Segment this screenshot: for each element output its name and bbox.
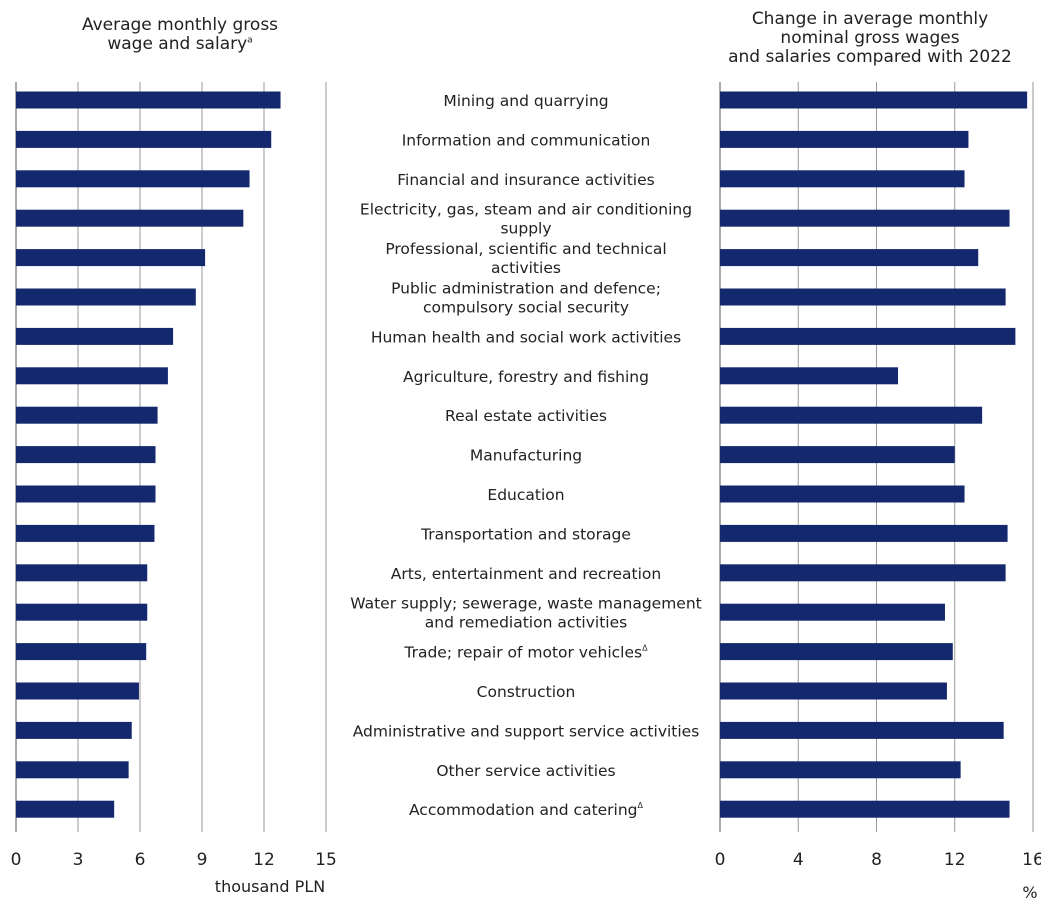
right-bar xyxy=(720,800,1010,818)
right-tick-label: 4 xyxy=(793,850,804,870)
left-title-line-2-text: wage and salary xyxy=(107,34,248,54)
category-label: Professional, scientific and technical xyxy=(385,240,666,258)
left-axis-label: thousand PLN xyxy=(215,877,325,896)
category-label: Electricity, gas, steam and air conditio… xyxy=(360,201,692,219)
left-tick-label: 6 xyxy=(135,850,146,870)
category-label: Accommodation and cateringΔ xyxy=(409,801,644,819)
category-label: Public administration and defence; xyxy=(391,280,661,298)
left-bar xyxy=(16,800,115,818)
category-labels: Mining and quarrying Information and comm… xyxy=(350,92,702,819)
left-title-superscript: a xyxy=(247,35,253,46)
category-label: activities xyxy=(491,259,561,277)
category-label: Financial and insurance activities xyxy=(397,171,654,189)
right-bar xyxy=(720,721,1004,739)
left-bar xyxy=(16,682,139,700)
category-label: Trade; repair of motor vehiclesΔ xyxy=(403,644,648,662)
left-title-line-1: Average monthly gross xyxy=(81,15,279,35)
right-bar xyxy=(720,603,945,621)
right-bar xyxy=(720,761,961,779)
right-tick-label: 0 xyxy=(715,850,726,870)
left-tick-labels: 0 3 6 9 12 15 xyxy=(11,850,337,870)
category-label: Administrative and support service activ… xyxy=(353,722,700,740)
left-bar xyxy=(16,406,158,424)
left-bar xyxy=(16,721,132,739)
category-label: Transportation and storage xyxy=(420,525,631,543)
right-bar xyxy=(720,406,983,424)
category-label: and remediation activities xyxy=(425,614,627,632)
left-chart-title: Average monthly gross wage and salarya xyxy=(20,16,340,54)
category-label: supply xyxy=(500,220,551,238)
right-bar xyxy=(720,249,979,267)
left-bar xyxy=(16,91,281,109)
right-tick-label: 8 xyxy=(871,850,882,870)
right-bar xyxy=(720,643,953,661)
left-bar xyxy=(16,249,206,267)
left-bar xyxy=(16,170,250,188)
right-axis-label: % xyxy=(1022,883,1037,901)
left-bar xyxy=(16,643,147,661)
right-bar xyxy=(720,682,947,700)
right-bar xyxy=(720,327,1016,345)
left-bar xyxy=(16,524,155,542)
right-tick-label: 16 xyxy=(1022,850,1041,870)
left-tick-label: 9 xyxy=(197,850,208,870)
left-bar xyxy=(16,761,129,779)
category-label: Construction xyxy=(477,683,576,701)
left-bar xyxy=(16,288,196,306)
right-title-line-2: nominal gross wages xyxy=(780,28,960,48)
left-bar xyxy=(16,367,168,385)
category-label: Education xyxy=(487,486,564,504)
left-bars xyxy=(16,91,281,818)
category-label: Real estate activities xyxy=(445,407,607,425)
left-tick-label: 0 xyxy=(11,850,22,870)
right-bar xyxy=(720,130,969,148)
left-tick-label: 15 xyxy=(315,850,337,870)
right-title-line-1: Change in average monthly xyxy=(751,9,989,29)
category-label: Agriculture, forestry and fishing xyxy=(403,368,649,386)
category-label: Mining and quarrying xyxy=(443,92,608,110)
left-bar xyxy=(16,209,244,227)
left-bar xyxy=(16,564,148,582)
right-bar xyxy=(720,288,1006,306)
left-tick-label: 3 xyxy=(73,850,84,870)
right-bar xyxy=(720,564,1006,582)
left-bar xyxy=(16,130,272,148)
category-label: compulsory social security xyxy=(423,299,629,317)
right-chart-title: Change in average monthly nominal gross … xyxy=(700,10,1040,67)
right-title-line-3: and salaries compared with 2022 xyxy=(728,47,1012,67)
left-bar xyxy=(16,327,174,345)
left-bar xyxy=(16,446,156,464)
left-tick-label: 12 xyxy=(253,850,275,870)
category-label: Arts, entertainment and recreation xyxy=(391,565,661,583)
right-bar xyxy=(720,91,1028,109)
right-bars xyxy=(720,91,1028,818)
category-label: Other service activities xyxy=(436,762,615,780)
right-bar xyxy=(720,524,1008,542)
category-label: Human health and social work activities xyxy=(371,328,681,346)
left-bar xyxy=(16,603,148,621)
left-title-line-2: wage and salarya xyxy=(20,35,340,54)
left-bar xyxy=(16,485,156,503)
right-tick-label: 12 xyxy=(944,850,966,870)
right-bar xyxy=(720,485,965,503)
right-tick-labels: 0 4 8 12 16 xyxy=(715,850,1041,870)
right-bar xyxy=(720,209,1010,227)
right-bar xyxy=(720,367,899,385)
category-label: Information and communication xyxy=(402,131,651,149)
right-bar xyxy=(720,170,965,188)
right-bar xyxy=(720,446,955,464)
category-label: Manufacturing xyxy=(470,447,582,465)
category-label: Water supply; sewerage, waste management xyxy=(350,595,702,613)
